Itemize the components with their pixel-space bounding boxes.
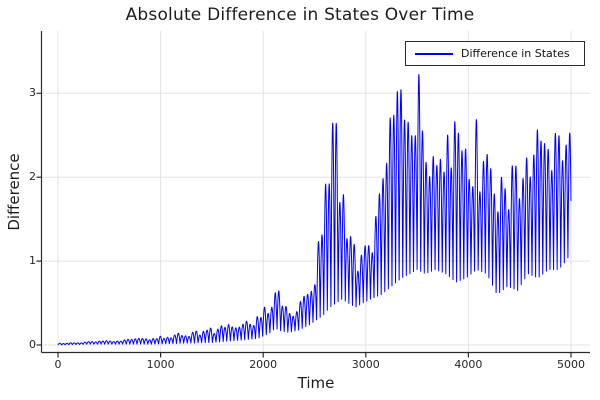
x-tick-label: 3000	[351, 358, 380, 371]
y-tick-label: 0	[29, 338, 36, 351]
x-tick-label: 1000	[146, 358, 175, 371]
x-axis-label: Time	[297, 374, 335, 392]
y-tick-label: 3	[29, 86, 36, 100]
axes-spines-and-ticks	[36, 31, 590, 358]
x-tick-label: 4000	[454, 358, 483, 371]
x-tick-label: 0	[54, 358, 62, 371]
y-tick-label: 2	[29, 170, 36, 184]
series-line	[57, 74, 572, 346]
y-axis-label: Difference	[5, 153, 23, 231]
x-tick-label: 2000	[249, 358, 278, 371]
x-tick-label: 5000	[557, 358, 585, 371]
y-tick-label: 1	[29, 254, 36, 268]
chart-title: Absolute Difference in States Over Time	[125, 5, 475, 25]
legend-line-sample-icon	[415, 52, 453, 55]
legend: Difference in States	[405, 41, 585, 66]
legend-label: Difference in States	[461, 47, 570, 60]
